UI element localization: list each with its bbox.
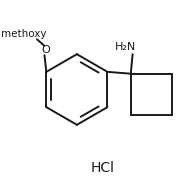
Text: HCl: HCl — [91, 161, 115, 175]
Text: H₂N: H₂N — [115, 42, 136, 52]
Text: methoxy: methoxy — [1, 29, 47, 39]
Text: O: O — [41, 45, 50, 55]
